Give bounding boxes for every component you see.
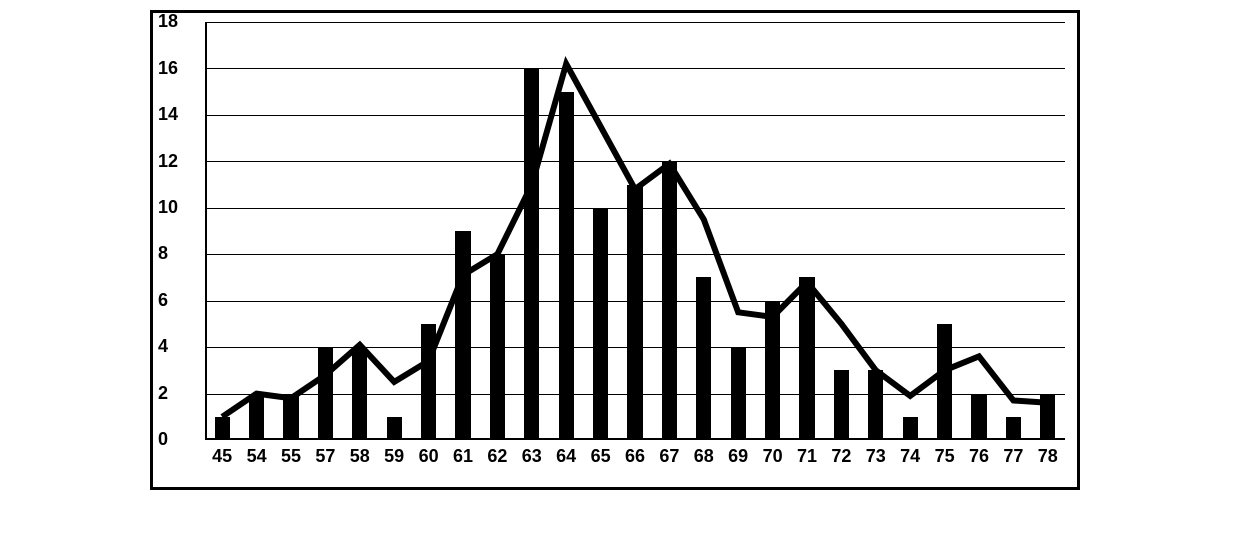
y-tick-label: 4 (158, 336, 198, 357)
x-tick-label: 60 (411, 446, 445, 467)
x-tick-label: 77 (996, 446, 1030, 467)
y-tick-label: 10 (158, 197, 198, 218)
x-tick-label: 75 (927, 446, 961, 467)
x-tick-label: 67 (652, 446, 686, 467)
x-tick-label: 70 (755, 446, 789, 467)
y-tick-label: 16 (158, 58, 198, 79)
x-tick-label: 71 (790, 446, 824, 467)
x-tick-label: 55 (274, 446, 308, 467)
y-tick-label: 8 (158, 243, 198, 264)
x-tick-label: 61 (446, 446, 480, 467)
x-tick-label: 45 (205, 446, 239, 467)
plot-area (205, 22, 1065, 440)
y-tick-label: 14 (158, 104, 198, 125)
y-tick-label: 0 (158, 429, 198, 450)
y-tick-label: 12 (158, 151, 198, 172)
y-tick-label: 18 (158, 11, 198, 32)
x-tick-label: 78 (1031, 446, 1065, 467)
x-tick-label: 59 (377, 446, 411, 467)
x-tick-label: 72 (824, 446, 858, 467)
chart-container: 0246810121416184554555758596061626364656… (0, 0, 1240, 540)
x-tick-label: 74 (893, 446, 927, 467)
x-tick-label: 73 (859, 446, 893, 467)
x-tick-label: 66 (618, 446, 652, 467)
x-tick-label: 62 (480, 446, 514, 467)
x-tick-label: 58 (343, 446, 377, 467)
line-polyline (222, 64, 1048, 417)
x-tick-label: 76 (962, 446, 996, 467)
x-tick-label: 65 (583, 446, 617, 467)
x-tick-label: 69 (721, 446, 755, 467)
x-tick-label: 63 (515, 446, 549, 467)
x-tick-label: 64 (549, 446, 583, 467)
y-tick-label: 2 (158, 383, 198, 404)
line-series (205, 22, 1065, 440)
x-tick-label: 57 (308, 446, 342, 467)
x-tick-label: 68 (687, 446, 721, 467)
y-tick-label: 6 (158, 290, 198, 311)
x-tick-label: 54 (239, 446, 273, 467)
